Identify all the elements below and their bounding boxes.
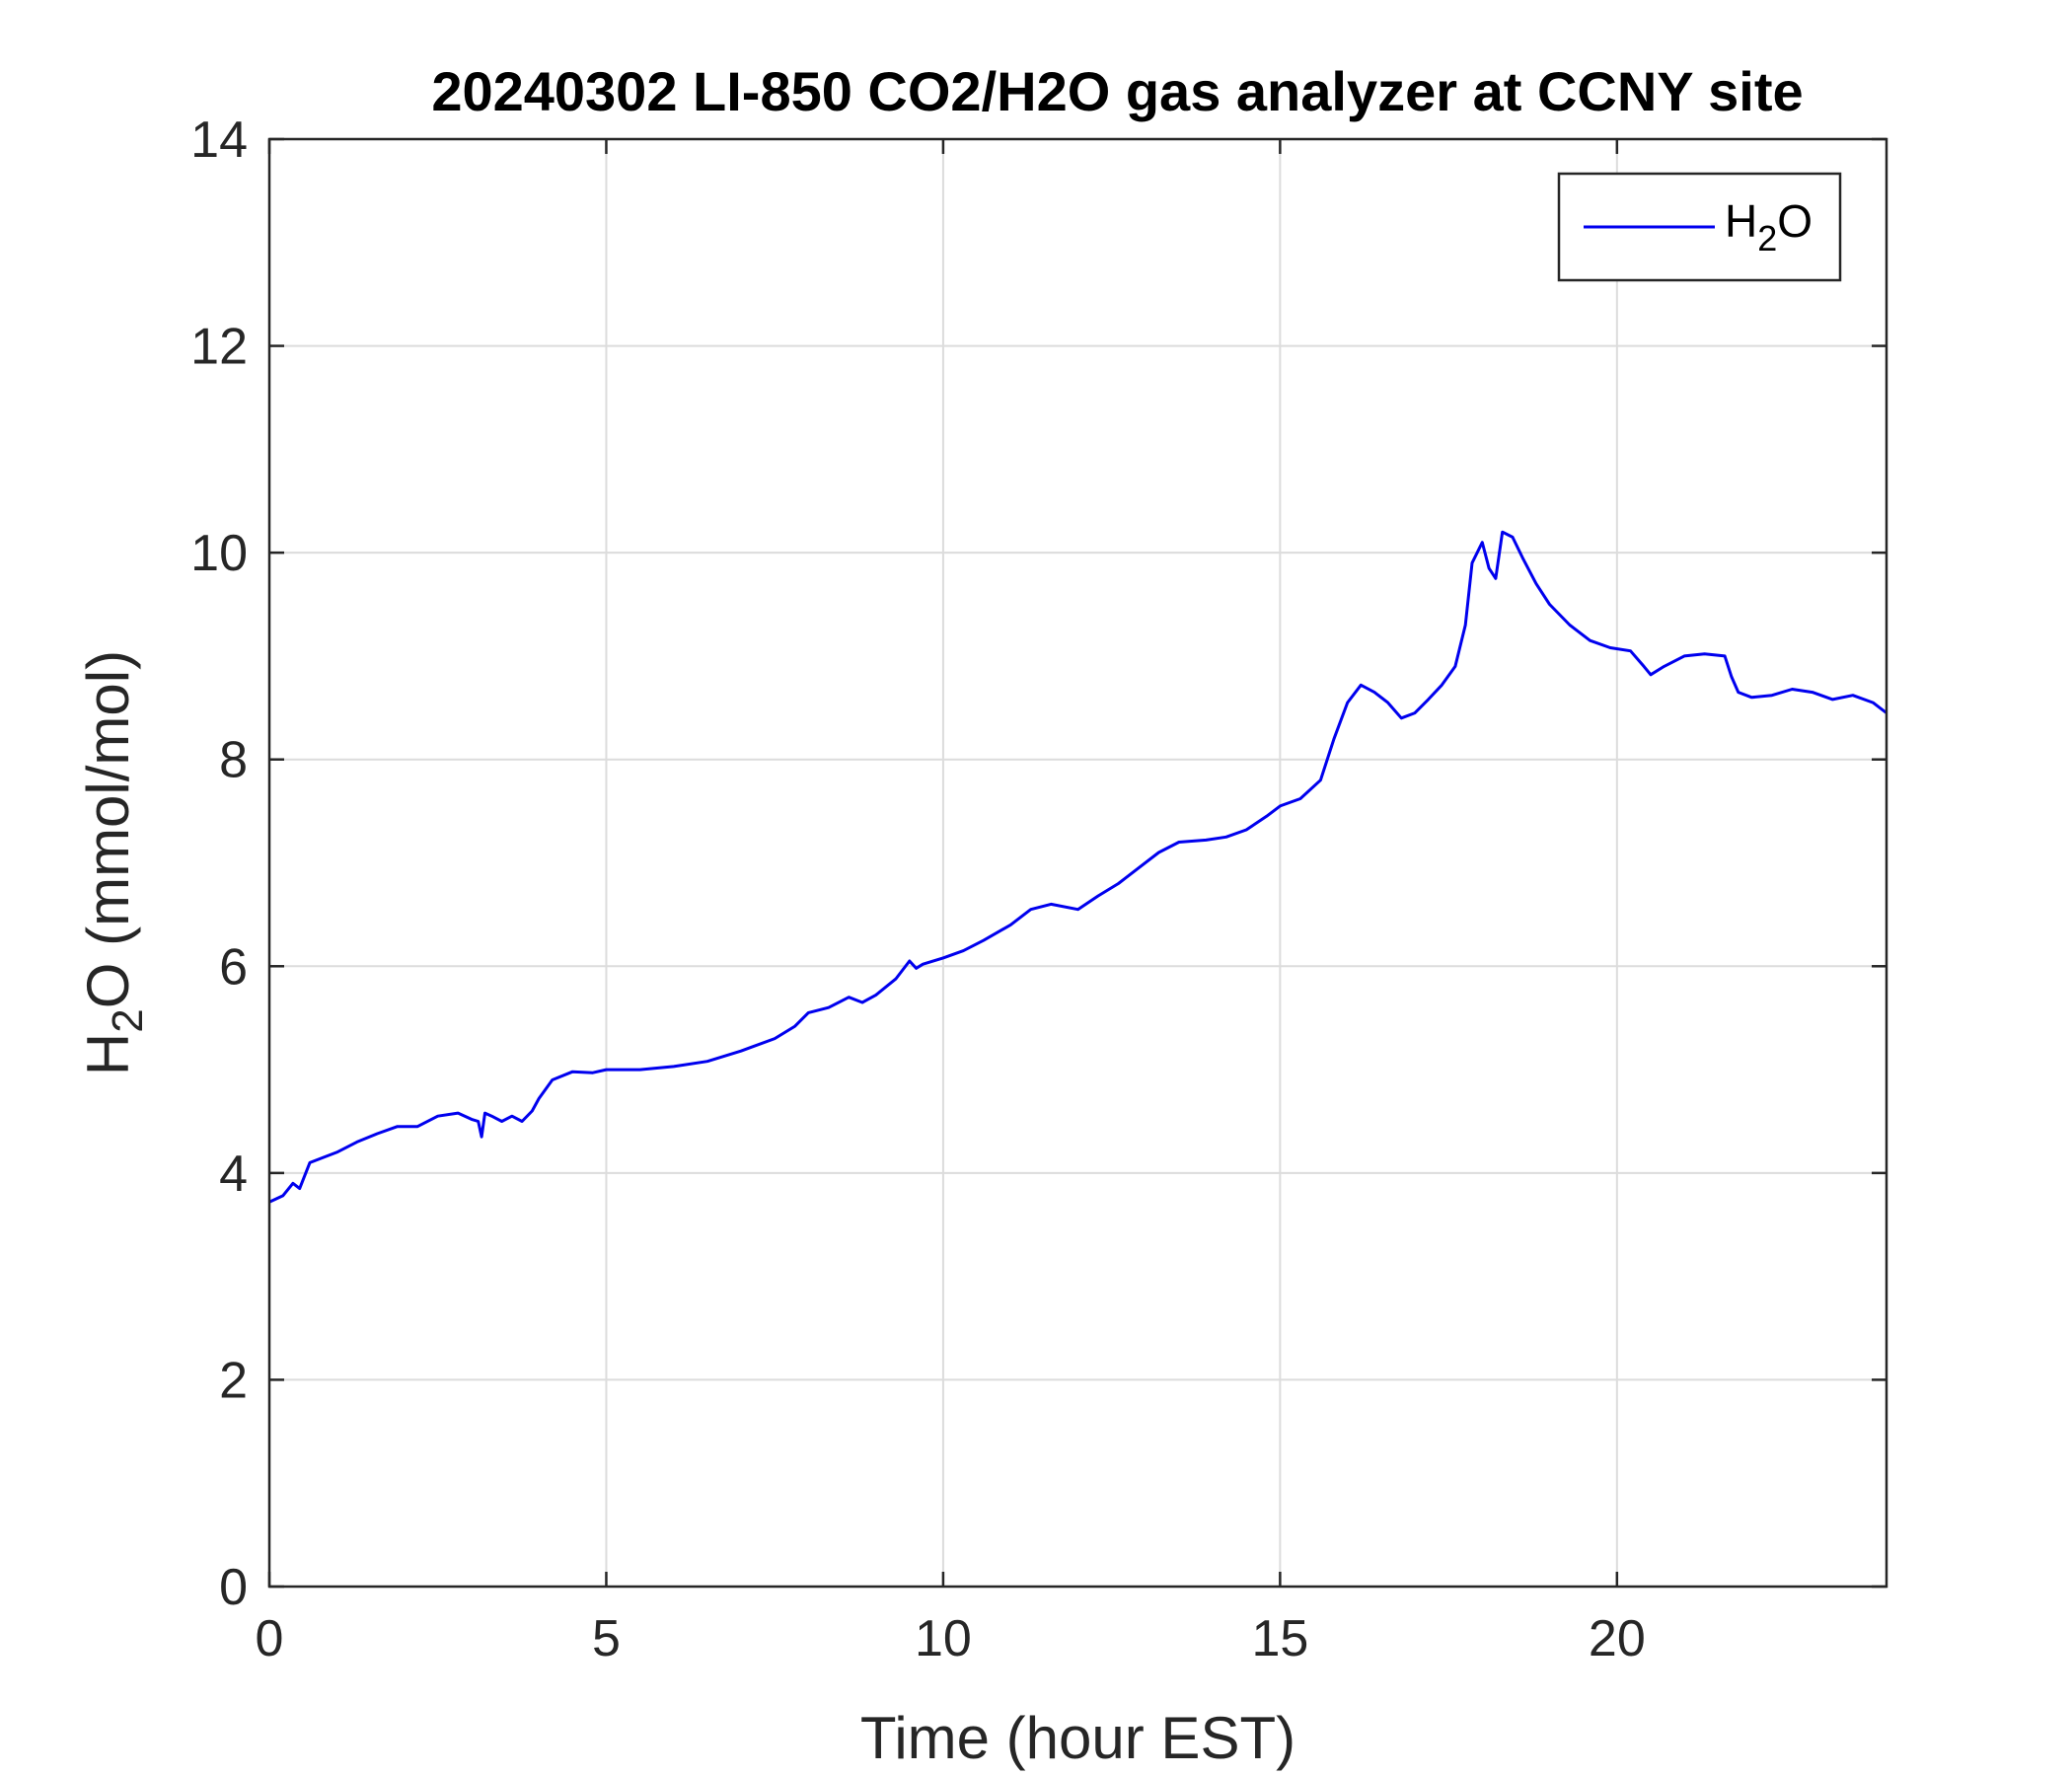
- y-axis-label-subscript: 2: [104, 1008, 152, 1032]
- y-axis-label-main: H: [75, 1033, 141, 1075]
- plot-area: [269, 139, 1887, 1587]
- tick-marks: [267, 137, 1887, 1589]
- series-layer: [268, 530, 1887, 1204]
- x-tick-label: 0: [256, 1610, 284, 1667]
- legend-label-h2o: H2O: [1725, 195, 1813, 259]
- legend-label-subscript: 2: [1757, 218, 1777, 259]
- y-tick-label: 2: [219, 1352, 248, 1409]
- y-tick-label: 12: [190, 319, 248, 376]
- grid-lines: [269, 139, 1887, 1587]
- y-tick-label: 14: [190, 111, 248, 169]
- y-axis-label-rest: O (mmol/mol): [75, 650, 141, 1008]
- y-tick-label: 6: [219, 938, 248, 996]
- chart-title: 20240302 LI-850 CO2/H2O gas analyzer at …: [431, 60, 1803, 122]
- y-tick-label: 10: [190, 525, 248, 582]
- x-tick-label: 5: [592, 1610, 621, 1667]
- x-tick-label: 10: [915, 1610, 972, 1667]
- legend: H2O: [1557, 172, 1842, 282]
- series-line-h2o: [268, 530, 1887, 1204]
- y-tick-labels: 0 2 4 6 8 10 12 14: [190, 111, 248, 1616]
- y-tick-label: 8: [219, 732, 248, 789]
- legend-label-main: H: [1725, 195, 1757, 247]
- x-tick-label: 20: [1589, 1610, 1646, 1667]
- y-tick-label: 4: [219, 1146, 248, 1203]
- y-axis-label: H2O (mmol/mol): [75, 650, 152, 1075]
- legend-label-rest: O: [1777, 195, 1813, 247]
- y-tick-label: 0: [219, 1559, 248, 1616]
- x-tick-label: 15: [1251, 1610, 1308, 1667]
- x-tick-labels: 0 5 10 15 20: [256, 1610, 1646, 1667]
- axes-box: [267, 137, 1888, 1589]
- x-axis-label: Time (hour EST): [860, 1705, 1295, 1771]
